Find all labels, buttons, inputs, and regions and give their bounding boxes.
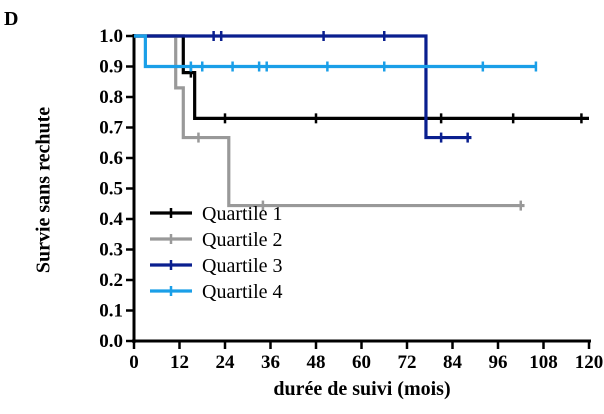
- y-tick-label: 0.7: [99, 118, 123, 139]
- legend-label-4: Quartile 4: [202, 281, 283, 303]
- x-tick-label: 36: [261, 352, 280, 373]
- y-tick-label: 0.2: [99, 270, 123, 291]
- x-tick-label: 72: [398, 352, 417, 373]
- y-tick-label: 0.1: [99, 301, 123, 322]
- y-tick-label: 1.0: [99, 26, 123, 47]
- legend-label-1: Quartile 1: [202, 203, 283, 225]
- x-tick-label: 96: [489, 352, 508, 373]
- x-tick-label: 120: [575, 352, 604, 373]
- y-tick-label: 0.0: [99, 331, 123, 352]
- y-tick-label: 0.4: [99, 209, 123, 230]
- series-line-3: [134, 34, 472, 140]
- x-tick-label: 84: [443, 352, 463, 373]
- y-tick-label: 0.9: [99, 57, 123, 78]
- x-tick-label: 0: [129, 352, 139, 373]
- x-tick-label: 24: [216, 352, 236, 373]
- panel-label: D: [4, 8, 19, 30]
- x-tick-label: 108: [529, 352, 558, 373]
- series-line-4: [134, 34, 536, 69]
- y-tick-label: 0.5: [99, 179, 123, 200]
- legend-label-3: Quartile 3: [202, 255, 283, 277]
- y-tick-label: 0.6: [99, 148, 123, 169]
- x-tick-label: 12: [170, 352, 189, 373]
- x-tick-label: 60: [352, 352, 371, 373]
- series-line-1: [134, 34, 589, 120]
- legend-label-2: Quartile 2: [202, 229, 283, 251]
- x-tick-label: 48: [307, 352, 326, 373]
- y-tick-label: 0.8: [99, 87, 123, 108]
- series-line-2: [134, 34, 525, 208]
- x-axis-label: durée de suivi (mois): [273, 378, 451, 400]
- y-tick-label: 0.3: [99, 240, 123, 261]
